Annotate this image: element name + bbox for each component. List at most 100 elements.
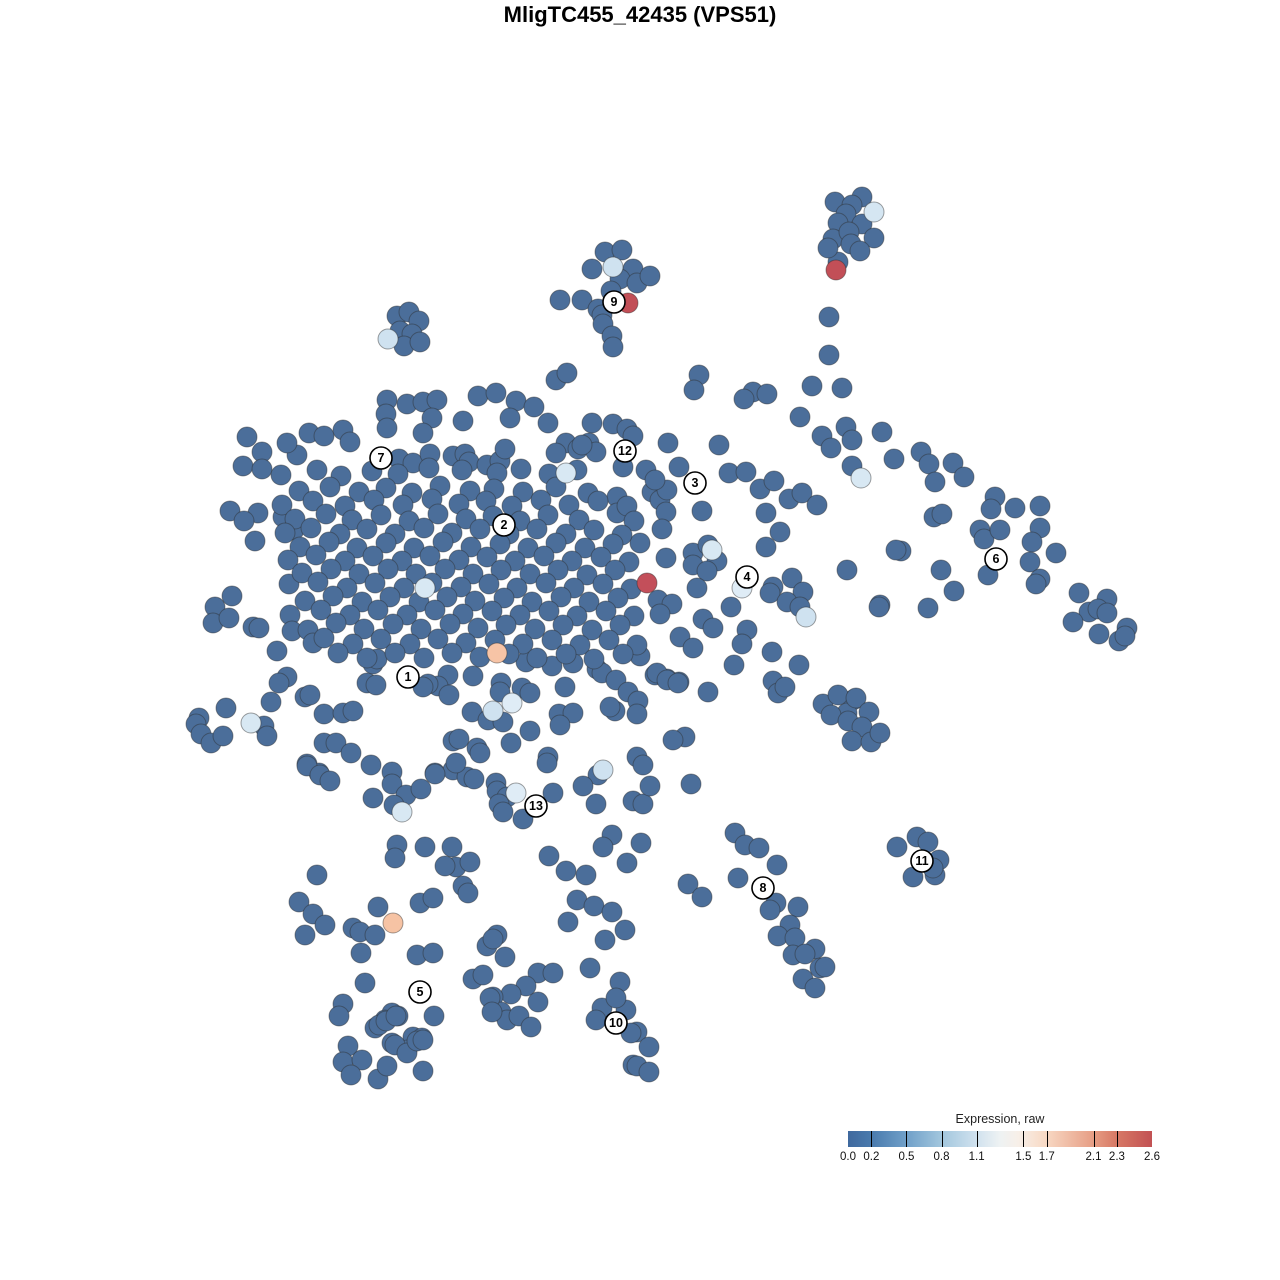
cell-point: [356, 518, 378, 540]
cell-point: [863, 227, 885, 249]
cell-point: [288, 480, 310, 502]
cell-point: [973, 528, 995, 550]
cell-point: [221, 585, 243, 607]
legend-tick-2.1: [1093, 1131, 1095, 1147]
cell-point: [651, 518, 673, 540]
cell-point: [455, 632, 477, 654]
plot-title: MligTC455_42435 (VPS51): [503, 2, 777, 27]
cell-point: [413, 517, 435, 539]
cell-point: [410, 778, 432, 800]
cell-point: [558, 494, 580, 516]
cell-point: [535, 572, 557, 594]
cell-point: [351, 1049, 373, 1071]
legend-tick-2.3: [1116, 1131, 1118, 1147]
cell-point: [305, 544, 327, 566]
cell-point: [490, 559, 512, 581]
cell-point: [495, 614, 517, 636]
cell-point: [605, 987, 627, 1009]
cell-point: [387, 463, 409, 485]
cell-point-expressing: [850, 467, 872, 489]
cell-point: [630, 832, 652, 854]
cell-point: [385, 1005, 407, 1027]
cell-point: [756, 383, 778, 405]
cell-point: [384, 847, 406, 869]
cell-point: [365, 674, 387, 696]
cell-point: [460, 536, 482, 558]
cell-point-expressing: [382, 912, 404, 934]
cell-point: [520, 1016, 542, 1038]
cell-point: [512, 481, 534, 503]
cell-point: [464, 590, 486, 612]
legend-tick-label-0.2: 0.2: [863, 1151, 880, 1163]
cell-point: [481, 600, 503, 622]
cell-point: [989, 519, 1011, 541]
cell-point: [313, 703, 335, 725]
cell-point: [478, 573, 500, 595]
cell-point: [294, 924, 316, 946]
cluster-label-7: 7: [378, 451, 385, 465]
cell-point: [399, 633, 421, 655]
cell-point: [649, 603, 671, 625]
cell-point: [612, 643, 634, 665]
cell-point: [451, 459, 473, 481]
cluster-label-11: 11: [915, 854, 928, 868]
cell-point: [585, 793, 607, 815]
cell-point: [1004, 497, 1026, 519]
cell-point: [827, 684, 849, 706]
cell-point: [423, 1005, 445, 1027]
cell-point: [339, 431, 361, 453]
legend-tick-1.1: [976, 1131, 978, 1147]
cell-point: [595, 600, 617, 622]
cell-point: [481, 1001, 503, 1023]
cell-point: [455, 508, 477, 530]
cell-point: [538, 600, 560, 622]
cell-point: [841, 730, 863, 752]
cell-point: [284, 508, 306, 530]
cell-point-expressing: [391, 801, 413, 823]
cell-point: [601, 901, 623, 923]
cell-point: [574, 537, 596, 559]
cell-point: [236, 426, 258, 448]
cell-point: [604, 559, 626, 581]
cell-point: [638, 1061, 660, 1083]
cell-point: [541, 629, 563, 651]
cluster-label-1: 1: [405, 670, 412, 684]
cell-point: [424, 599, 446, 621]
cell-point: [547, 559, 569, 581]
cell-point: [256, 725, 278, 747]
cell-point: [817, 237, 839, 259]
legend-tick-0.2: [871, 1131, 873, 1147]
cell-point: [307, 571, 329, 593]
cell-point: [421, 407, 443, 429]
cell-point: [1021, 531, 1043, 553]
cell-point: [639, 775, 661, 797]
cell-point: [441, 642, 463, 664]
cell-point: [638, 1036, 660, 1058]
cell-point: [639, 265, 661, 287]
cell-point: [917, 831, 939, 853]
cell-point: [545, 532, 567, 554]
cell-point: [485, 382, 507, 404]
cell-point-expressing: [863, 201, 885, 223]
cell-point: [409, 331, 431, 353]
legend-tick-label-0.8: 0.8: [933, 1151, 950, 1163]
cell-point: [362, 787, 384, 809]
cluster-label-13: 13: [529, 799, 543, 813]
cell-point: [381, 773, 403, 795]
cell-point: [581, 619, 603, 641]
cell-point: [836, 559, 858, 581]
cell-point: [276, 432, 298, 454]
cluster-label-circle-9: [602, 290, 626, 314]
cell-point: [414, 836, 436, 858]
cell-point: [592, 836, 614, 858]
cell-point: [424, 763, 446, 785]
cell-point: [568, 509, 590, 531]
cluster-label-circle-2: [492, 513, 516, 537]
cell-point: [482, 928, 504, 950]
cell-point: [434, 558, 456, 580]
cell-point: [536, 752, 558, 774]
cell-point: [268, 672, 290, 694]
cell-point: [599, 696, 621, 718]
cell-point: [550, 586, 572, 608]
